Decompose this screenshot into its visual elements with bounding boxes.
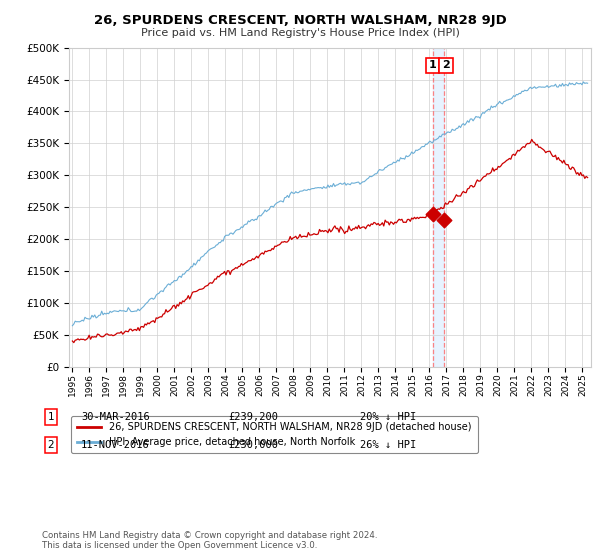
Text: 26, SPURDENS CRESCENT, NORTH WALSHAM, NR28 9JD: 26, SPURDENS CRESCENT, NORTH WALSHAM, NR… [94,14,506,27]
Text: 2: 2 [47,440,55,450]
Text: 1: 1 [47,412,55,422]
Text: £239,200: £239,200 [228,412,278,422]
Point [439,216,449,225]
Text: £230,000: £230,000 [228,440,278,450]
Legend: 26, SPURDENS CRESCENT, NORTH WALSHAM, NR28 9JD (detached house), HPI: Average pr: 26, SPURDENS CRESCENT, NORTH WALSHAM, NR… [71,416,478,453]
Text: 20% ↓ HPI: 20% ↓ HPI [360,412,416,422]
Point [428,209,438,218]
Text: 1: 1 [428,60,436,71]
Text: 11-NOV-2016: 11-NOV-2016 [81,440,150,450]
Bar [433,48,444,367]
Text: Price paid vs. HM Land Registry's House Price Index (HPI): Price paid vs. HM Land Registry's House … [140,28,460,38]
Text: 30-MAR-2016: 30-MAR-2016 [81,412,150,422]
Text: 2: 2 [442,60,450,71]
Text: Contains HM Land Registry data © Crown copyright and database right 2024.
This d: Contains HM Land Registry data © Crown c… [42,531,377,550]
Text: 26% ↓ HPI: 26% ↓ HPI [360,440,416,450]
